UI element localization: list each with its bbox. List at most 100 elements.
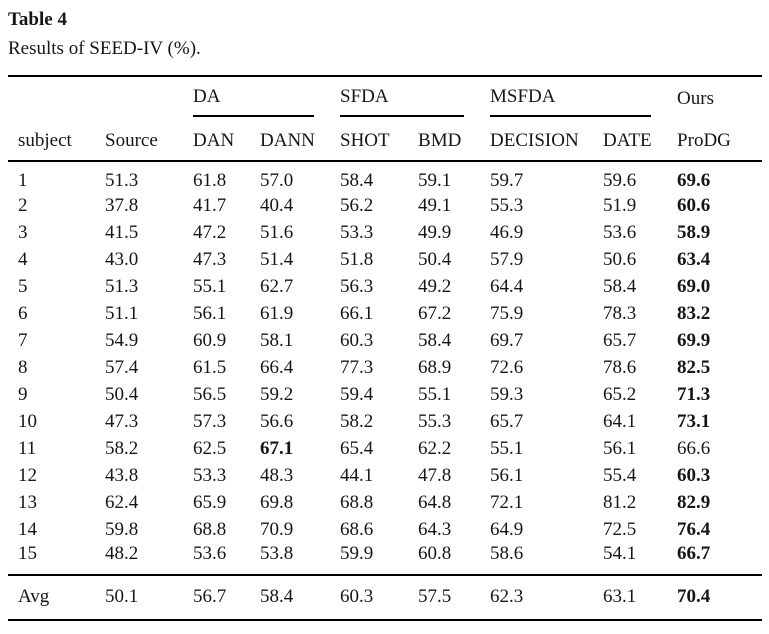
cell-dann-2: 40.4: [260, 194, 294, 216]
cell-bmd-14: 64.3: [418, 518, 452, 540]
cell-decision-14: 64.9: [490, 518, 524, 540]
cell-source-12: 43.8: [105, 464, 139, 486]
cell-shot-6: 66.1: [340, 302, 374, 324]
cell-date-7: 65.7: [603, 329, 637, 351]
cell-source-3: 41.5: [105, 221, 139, 243]
cell-prodg-11: 66.6: [677, 437, 711, 459]
table-row-subject-13: 13 62.4 65.9 69.8 68.8 64.8 72.1 81.2 82.9: [8, 489, 762, 516]
cell-bmd-13: 64.8: [418, 491, 452, 513]
cell-dan-6: 56.1: [193, 302, 227, 324]
cell-dann-8: 66.4: [260, 356, 294, 378]
cell-bmd-12: 47.8: [418, 464, 452, 486]
column-header-source: Source: [105, 117, 193, 162]
cell-bmd-8: 68.9: [418, 356, 452, 378]
cell-shot-1: 58.4: [340, 170, 374, 191]
table-row-subject-12: 12 43.8 53.3 48.3 44.1 47.8 56.1 55.4 60.3: [8, 462, 762, 489]
cell-bmd-10: 55.3: [418, 410, 452, 432]
cell-subject-10: 10: [18, 410, 37, 432]
cell-source-avg: 50.1: [105, 586, 139, 607]
table-row-subject-10: 10 47.3 57.3 56.6 58.2 55.3 65.7 64.1 73.1: [8, 408, 762, 435]
cell-decision-4: 57.9: [490, 248, 524, 270]
table-body: 1 51.3 61.8 57.0 58.4 59.1 59.7 59.6 69.6 2 37.8 41…: [8, 161, 763, 576]
cell-source-13: 62.4: [105, 491, 139, 513]
group-header-spacer: [8, 76, 193, 117]
cell-prodg-7: 69.9: [677, 329, 711, 351]
cell-prodg-13: 82.9: [677, 491, 711, 513]
cell-bmd-1: 59.1: [418, 170, 452, 191]
results-table: DA SFDA MSFDA Ours subject Source DAN DANN SHOT…: [8, 75, 763, 621]
cell-date-10: 64.1: [603, 410, 637, 432]
cell-dan-9: 56.5: [193, 383, 227, 405]
cell-source-5: 51.3: [105, 275, 139, 297]
cell-shot-9: 59.4: [340, 383, 374, 405]
cell-subject-2: 2: [18, 194, 28, 216]
cell-shot-15: 59.9: [340, 543, 419, 576]
group-header-da: DA: [193, 76, 340, 117]
table-row-subject-15: 15 48.2 53.6 53.8 59.9 60.8 58.6 54.1 66.7: [8, 543, 763, 576]
cell-bmd-15: 60.8: [418, 543, 491, 576]
cell-date-8: 78.6: [603, 356, 637, 378]
cell-decision-1: 59.7: [490, 170, 524, 191]
cell-decision-8: 72.6: [490, 356, 524, 378]
cell-date-12: 55.4: [603, 464, 637, 486]
cell-source-4: 43.0: [105, 248, 139, 270]
cell-dan-7: 60.9: [193, 329, 227, 351]
cell-date-4: 50.6: [603, 248, 637, 270]
cell-shot-avg: 60.3: [340, 586, 374, 607]
cell-prodg-14: 76.4: [677, 518, 711, 540]
cell-dan-14: 68.8: [193, 518, 227, 540]
cell-subject-5: 5: [18, 275, 28, 297]
cell-dan-8: 61.5: [193, 356, 227, 378]
cell-subject-6: 6: [18, 302, 28, 324]
cell-decision-11: 55.1: [490, 437, 524, 459]
cell-subject-13: 13: [18, 491, 37, 513]
cell-decision-2: 55.3: [490, 194, 524, 216]
cell-decision-3: 46.9: [490, 221, 524, 243]
cell-subject-7: 7: [18, 329, 28, 351]
cell-shot-3: 53.3: [340, 221, 374, 243]
cell-dann-13: 69.8: [260, 491, 294, 513]
cell-dan-1: 61.8: [193, 170, 227, 191]
cell-dann-10: 56.6: [260, 410, 294, 432]
group-header-label: [18, 110, 193, 117]
cell-shot-13: 68.8: [340, 491, 374, 513]
column-header-decision: DECISION: [490, 117, 604, 162]
group-header-label: MSFDA: [490, 86, 652, 117]
cell-source-8: 57.4: [105, 356, 139, 378]
cell-subject-4: 4: [18, 248, 28, 270]
cell-shot-5: 56.3: [340, 275, 374, 297]
cell-shot-11: 65.4: [340, 437, 374, 459]
cell-shot-10: 58.2: [340, 410, 374, 432]
table-row-subject-1: 1 51.3 61.8 57.0 58.4 59.1 59.7 59.6 69.6: [8, 161, 762, 192]
cell-shot-8: 77.3: [340, 356, 374, 378]
cell-decision-avg: 62.3: [490, 586, 524, 607]
cell-shot-12: 44.1: [340, 464, 374, 486]
cell-decision-10: 65.7: [490, 410, 524, 432]
cell-source-9: 50.4: [105, 383, 139, 405]
cell-subject-15: 15: [8, 543, 105, 576]
group-header-msfda: MSFDA: [490, 76, 677, 117]
cell-date-3: 53.6: [603, 221, 637, 243]
cell-prodg-2: 60.6: [677, 194, 711, 216]
cell-date-15: 54.1: [603, 543, 678, 576]
cell-dann-6: 61.9: [260, 302, 294, 324]
cell-subject-9: 9: [18, 383, 28, 405]
cell-date-14: 72.5: [603, 518, 637, 540]
avg-row: Avg 50.1 56.7 58.4 60.3 57.5 62.3 63.1 70.4: [8, 575, 762, 620]
page: Table 4 Results of SEED-IV (%). DA SFDA MS…: [8, 9, 763, 621]
column-header-bmd: BMD: [418, 117, 491, 162]
column-header-shot: SHOT: [340, 117, 419, 162]
cell-bmd-9: 55.1: [418, 383, 452, 405]
cell-prodg-5: 69.0: [677, 275, 711, 297]
column-header-prodg: ProDG: [677, 117, 763, 162]
group-header-label: DA: [193, 86, 315, 117]
column-header-row: subject Source DAN DANN SHOT BMD DECISION DATE P…: [8, 117, 763, 162]
cell-dann-1: 57.0: [260, 170, 294, 191]
cell-shot-7: 60.3: [340, 329, 374, 351]
cell-prodg-10: 73.1: [677, 410, 711, 432]
cell-date-2: 51.9: [603, 194, 637, 216]
cell-decision-5: 64.4: [490, 275, 524, 297]
cell-subject-12: 12: [18, 464, 37, 486]
cell-source-15: 48.2: [105, 543, 193, 576]
cell-subject-avg: Avg: [18, 586, 50, 607]
